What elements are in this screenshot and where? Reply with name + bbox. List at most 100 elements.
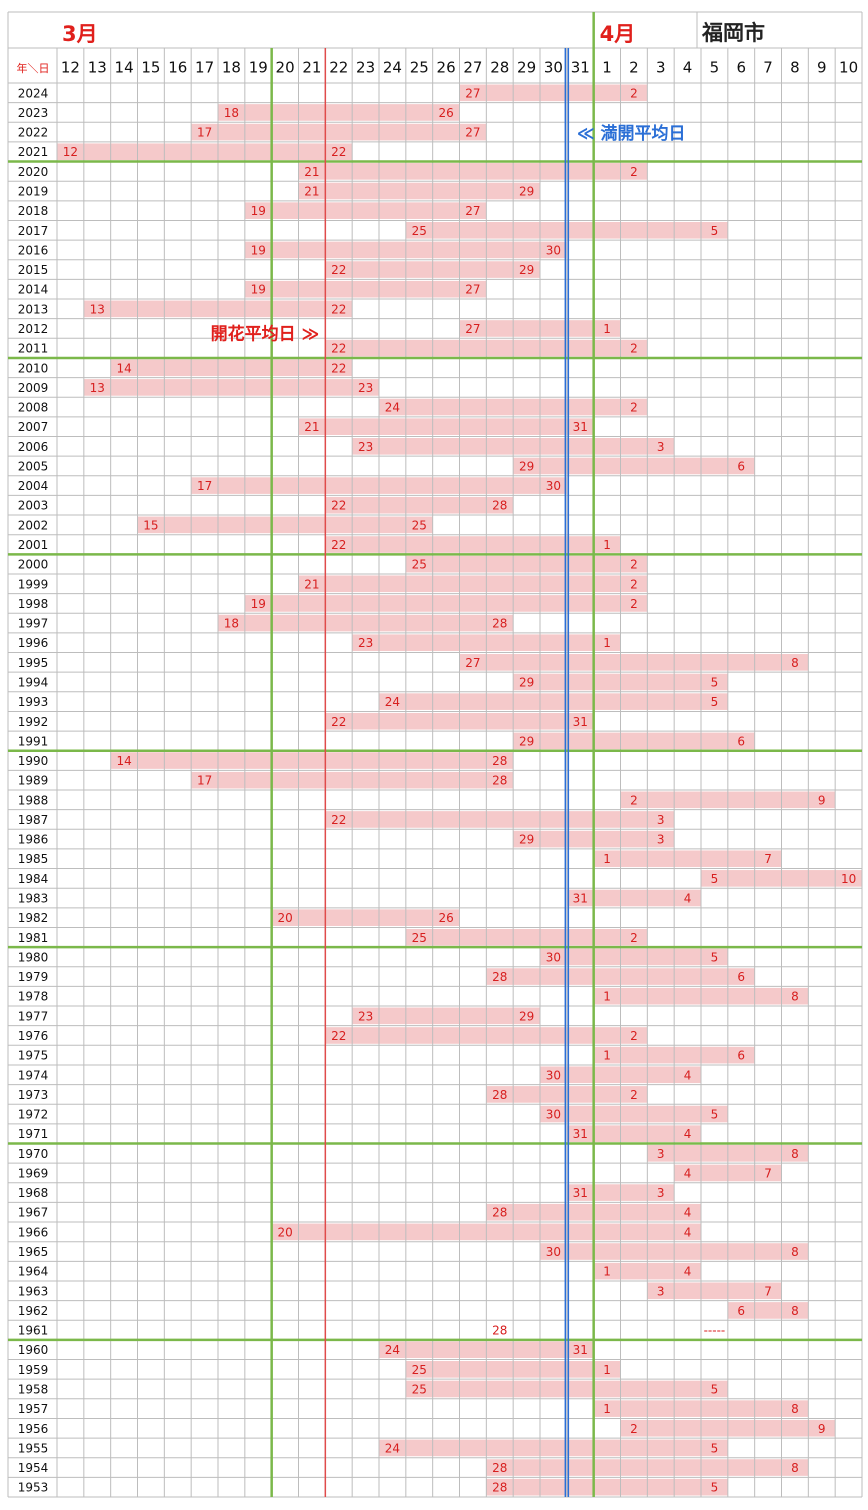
full-label: 5 <box>711 675 719 689</box>
full-label: 6 <box>737 734 745 748</box>
bloom-label: 1 <box>603 1402 611 1416</box>
full-label: 5 <box>711 224 719 238</box>
full-label: 2 <box>630 931 638 945</box>
bloom-label: 22 <box>331 499 346 513</box>
bloom-bar <box>566 1125 701 1142</box>
year-label: 2014 <box>18 283 49 297</box>
bloom-label: 3 <box>657 1147 665 1161</box>
bloom-label: 3 <box>657 1284 665 1298</box>
bloom-label: 2 <box>630 1422 638 1436</box>
year-label: 1963 <box>18 1284 49 1298</box>
bloom-label: 29 <box>519 833 534 847</box>
year-label: 2021 <box>18 145 49 159</box>
year-label: 2019 <box>18 185 49 199</box>
year-label: 1977 <box>18 1009 49 1023</box>
year-label: 1960 <box>18 1343 49 1357</box>
year-label: 1966 <box>18 1225 49 1239</box>
year-label: 2009 <box>18 381 49 395</box>
bloom-bar <box>405 555 648 573</box>
day-label: 12 <box>61 59 80 77</box>
bloom-label: 5 <box>711 872 719 886</box>
year-label: 1994 <box>18 675 49 689</box>
day-label: 22 <box>329 59 348 77</box>
bloom-label: 24 <box>385 695 400 709</box>
bloom-label: 30 <box>546 1108 561 1122</box>
bloom-bar <box>325 811 675 828</box>
day-label: 7 <box>763 59 773 77</box>
full-label: 4 <box>684 1225 692 1239</box>
year-label: 1987 <box>18 813 49 827</box>
year-label: 1999 <box>18 577 49 591</box>
year-label: 2007 <box>18 420 49 434</box>
year-label: 1962 <box>18 1304 49 1318</box>
year-label: 1973 <box>18 1088 49 1102</box>
year-label: 1975 <box>18 1049 49 1063</box>
full-label: 9 <box>818 1422 826 1436</box>
day-label: 1 <box>602 59 612 77</box>
full-label: 29 <box>519 1009 534 1023</box>
full-label: 4 <box>684 1265 692 1279</box>
full-label: 4 <box>684 1206 692 1220</box>
bloom-label: 22 <box>331 813 346 827</box>
full-label: 7 <box>764 852 772 866</box>
year-label: 1998 <box>18 597 49 611</box>
day-label: 8 <box>790 59 800 77</box>
bloom-label: 25 <box>412 558 427 572</box>
day-label: 2 <box>629 59 639 77</box>
day-label: 15 <box>141 59 160 77</box>
year-label: 2013 <box>18 302 49 316</box>
day-label: 21 <box>302 59 321 77</box>
bloom-label: 28 <box>492 1324 507 1338</box>
year-label: 1985 <box>18 852 49 866</box>
full-label: 29 <box>519 185 534 199</box>
day-label: 27 <box>463 59 482 77</box>
year-label: 1981 <box>18 931 49 945</box>
bloom-label: 22 <box>331 538 346 552</box>
bloom-bar <box>244 595 648 612</box>
year-label: 2018 <box>18 204 49 218</box>
bloom-label: 28 <box>492 1481 507 1495</box>
bloom-label: 13 <box>90 302 105 316</box>
full-label: 10 <box>841 872 856 886</box>
year-label: 1993 <box>18 695 49 709</box>
bloom-label: 25 <box>412 224 427 238</box>
day-label: 10 <box>839 59 858 77</box>
full-label: 2 <box>630 342 638 356</box>
year-label: 1984 <box>18 872 49 886</box>
year-label: 1982 <box>18 911 49 925</box>
bloom-label: 31 <box>573 892 588 906</box>
full-label: 8 <box>791 656 799 670</box>
year-label: 1978 <box>18 990 49 1004</box>
full-label: 2 <box>630 1088 638 1102</box>
day-label: 23 <box>356 59 375 77</box>
full-label: 2 <box>630 597 638 611</box>
bloom-label: 21 <box>304 165 319 179</box>
full-label: 6 <box>737 970 745 984</box>
year-label: 1989 <box>18 774 49 788</box>
bloom-label: 17 <box>197 479 212 493</box>
bloom-bar <box>459 84 648 102</box>
full-label: 31 <box>573 420 588 434</box>
bloom-bar <box>137 516 433 534</box>
bloom-label: 2 <box>630 793 638 807</box>
full-label: 3 <box>657 440 665 454</box>
bloom-label: 28 <box>492 1461 507 1475</box>
year-label: 1976 <box>18 1029 49 1043</box>
full-label: 28 <box>492 774 507 788</box>
bloom-label: 25 <box>412 931 427 945</box>
full-label: 4 <box>684 1127 692 1141</box>
year-label: 1954 <box>18 1461 49 1475</box>
bloom-bar <box>298 575 648 593</box>
bloom-label: 13 <box>90 381 105 395</box>
bloom-label: 19 <box>251 283 266 297</box>
bloom-bar <box>110 752 514 769</box>
full-label: 5 <box>711 1481 719 1495</box>
full-label: 23 <box>358 381 373 395</box>
bloom-label: 20 <box>277 1225 292 1239</box>
bloom-label: 22 <box>331 1029 346 1043</box>
full-label: 2 <box>630 1029 638 1043</box>
day-label: 20 <box>276 59 295 77</box>
corner-label: 年＼日 <box>17 61 50 75</box>
full-label: 8 <box>791 1461 799 1475</box>
bloom-label: 23 <box>358 636 373 650</box>
